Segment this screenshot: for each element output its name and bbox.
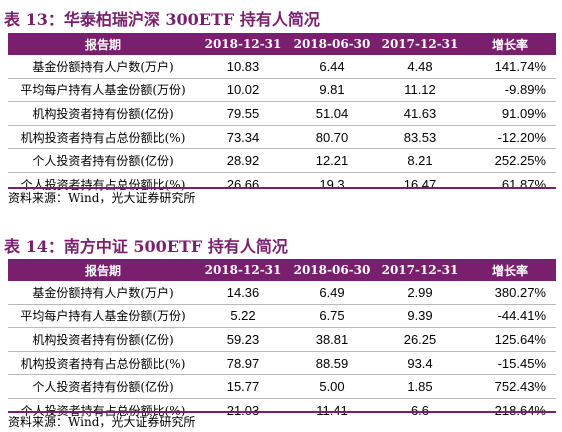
table-cell: 11.12 bbox=[376, 77, 464, 102]
table-row: 机构投资者持有份额(亿份) 59.23 38.81 26.25 125.64% bbox=[8, 327, 556, 352]
table-13: 报告期 2018-12-31 2018-06-30 2017-12-31 增长率… bbox=[8, 33, 556, 196]
table-cell: 41.63 bbox=[376, 101, 464, 126]
column-header-period: 报告期 bbox=[8, 259, 198, 281]
table-14-bottom-rule bbox=[8, 411, 556, 413]
table-cell: 59.23 bbox=[198, 327, 288, 352]
table-cell: 218.64% bbox=[464, 397, 556, 422]
table-row: 基金份额持有人户数(万户) 14.36 6.49 2.99 380.27% bbox=[8, 281, 556, 304]
table-cell: 14.36 bbox=[226, 284, 260, 300]
table-cell: 16.47 bbox=[376, 171, 464, 196]
table-cell: 21.03 bbox=[198, 397, 288, 422]
table-14-source: 资料来源：Wind，光大证券研究所 bbox=[8, 415, 196, 429]
row-label: 机构投资者持有份额(亿份) bbox=[8, 101, 198, 126]
table-cell: 6.75 bbox=[288, 303, 376, 328]
table-14-title: 表 14：南方中证 500ETF 持有人简况 bbox=[4, 237, 288, 256]
table-row: 平均每户持有人基金份额(万份) 10.02 9.81 11.12 -9.89% bbox=[8, 77, 556, 102]
table-14: 报告期 2018-12-31 2018-06-30 2017-12-31 增长率… bbox=[8, 259, 556, 422]
table-cell: 78.97 bbox=[198, 350, 288, 375]
column-header-date-3: 2017-12-31 bbox=[376, 259, 464, 281]
table-row: 平均每户持有人基金份额(万份) 5.22 6.75 9.39 -44.41% bbox=[8, 303, 556, 328]
table-row: 个人投资者持有份额(亿份) 28.92 12.21 8.21 252.25% bbox=[8, 148, 556, 173]
table-cell: -15.45% bbox=[464, 350, 556, 375]
column-header-date-1: 2018-12-31 bbox=[198, 33, 288, 55]
column-header-growth: 增长率 bbox=[464, 33, 556, 55]
table-cell: -9.89% bbox=[464, 77, 556, 102]
column-header-period: 报告期 bbox=[8, 33, 198, 55]
row-label: 个人投资者持有份额(亿份) bbox=[8, 374, 198, 399]
table-13-body: 基金份额持有人户数(万户) 10.83 6.44 4.48 141.74% 平均每户持有人… bbox=[8, 55, 556, 196]
row-label: 基金份额持有人户数(万户) bbox=[32, 59, 174, 74]
table-cell: 752.43% bbox=[464, 374, 556, 399]
column-header-date-1: 2018-12-31 bbox=[198, 259, 288, 281]
row-label: 平均每户持有人基金份额(万份) bbox=[8, 303, 198, 328]
table-cell: 15.77 bbox=[198, 374, 288, 399]
table-cell: 2.99 bbox=[407, 284, 433, 300]
table-cell: 11.41 bbox=[288, 397, 376, 422]
table-row: 个人投资者持有份额(亿份) 15.77 5.00 1.85 752.43% bbox=[8, 374, 556, 399]
column-header-date-2: 2018-06-30 bbox=[288, 33, 376, 55]
table-cell: -44.41% bbox=[464, 303, 556, 328]
table-header-row: 报告期 2018-12-31 2018-06-30 2017-12-31 增长率 bbox=[8, 259, 556, 281]
table-cell: 4.48 bbox=[407, 58, 433, 74]
column-header-growth: 增长率 bbox=[464, 259, 556, 281]
table-cell: 1.85 bbox=[376, 374, 464, 399]
table-cell: 26.66 bbox=[198, 171, 288, 196]
table-cell: 91.09% bbox=[464, 101, 556, 126]
table-cell: 6.6 bbox=[376, 397, 464, 422]
table-cell: 80.70 bbox=[288, 124, 376, 149]
row-label: 个人投资者持有占总份额比(%) bbox=[8, 397, 198, 422]
row-label: 机构投资者持有占总份额比(%) bbox=[8, 350, 198, 375]
table-cell: 141.74% bbox=[494, 58, 546, 74]
table-cell: 12.21 bbox=[288, 148, 376, 173]
row-label: 基金份额持有人户数(万户) bbox=[32, 285, 174, 300]
table-cell: 73.34 bbox=[198, 124, 288, 149]
table-cell: 5.00 bbox=[288, 374, 376, 399]
table-cell: 380.27% bbox=[494, 284, 546, 300]
table-row: 个人投资者持有占总份额比(%) 26.66 19.3 16.47 61.87% bbox=[8, 171, 556, 196]
table-row: 机构投资者持有占总份额比(%) 73.34 80.70 83.53 -12.20% bbox=[8, 124, 556, 149]
row-label: 机构投资者持有占总份额比(%) bbox=[8, 124, 198, 149]
table-row: 机构投资者持有份额(亿份) 79.55 51.04 41.63 91.09% bbox=[8, 101, 556, 126]
table-cell: 93.4 bbox=[376, 350, 464, 375]
table-row: 个人投资者持有占总份额比(%) 21.03 11.41 6.6 218.64% bbox=[8, 397, 556, 422]
row-label: 平均每户持有人基金份额(万份) bbox=[8, 77, 198, 102]
row-label: 机构投资者持有份额(亿份) bbox=[8, 327, 198, 352]
column-header-date-2: 2018-06-30 bbox=[288, 259, 376, 281]
table-cell: 10.02 bbox=[198, 77, 288, 102]
table-cell: 125.64% bbox=[464, 327, 556, 352]
table-cell: 79.55 bbox=[198, 101, 288, 126]
table-cell: 6.49 bbox=[319, 284, 345, 300]
table-cell: 252.25% bbox=[464, 148, 556, 173]
table-cell: 28.92 bbox=[198, 148, 288, 173]
table-row: 基金份额持有人户数(万户) 10.83 6.44 4.48 141.74% bbox=[8, 55, 556, 78]
table-cell: 83.53 bbox=[376, 124, 464, 149]
table-row: 机构投资者持有占总份额比(%) 78.97 88.59 93.4 -15.45% bbox=[8, 350, 556, 375]
table-cell: 26.25 bbox=[376, 327, 464, 352]
table-cell: 61.87% bbox=[464, 171, 556, 196]
table-cell: 8.21 bbox=[376, 148, 464, 173]
table-header-row: 报告期 2018-12-31 2018-06-30 2017-12-31 增长率 bbox=[8, 33, 556, 55]
table-cell: 6.44 bbox=[319, 58, 345, 74]
column-header-date-3: 2017-12-31 bbox=[376, 33, 464, 55]
table-13-title: 表 13：华泰柏瑞沪深 300ETF 持有人简况 bbox=[4, 10, 320, 29]
table-cell: 9.39 bbox=[376, 303, 464, 328]
table-cell: 38.81 bbox=[288, 327, 376, 352]
table-cell: 88.59 bbox=[288, 350, 376, 375]
table-13-bottom-rule bbox=[8, 187, 556, 189]
table-cell: -12.20% bbox=[464, 124, 556, 149]
table-cell: 19.3 bbox=[288, 171, 376, 196]
table-cell: 5.22 bbox=[198, 303, 288, 328]
row-label: 个人投资者持有份额(亿份) bbox=[8, 148, 198, 173]
table-cell: 10.83 bbox=[226, 58, 260, 74]
table-cell: 51.04 bbox=[288, 101, 376, 126]
table-14-body: 基金份额持有人户数(万户) 14.36 6.49 2.99 380.27% 平均每户持有人… bbox=[8, 281, 556, 422]
table-cell: 9.81 bbox=[288, 77, 376, 102]
table-13-source: 资料来源：Wind，光大证券研究所 bbox=[8, 191, 196, 205]
